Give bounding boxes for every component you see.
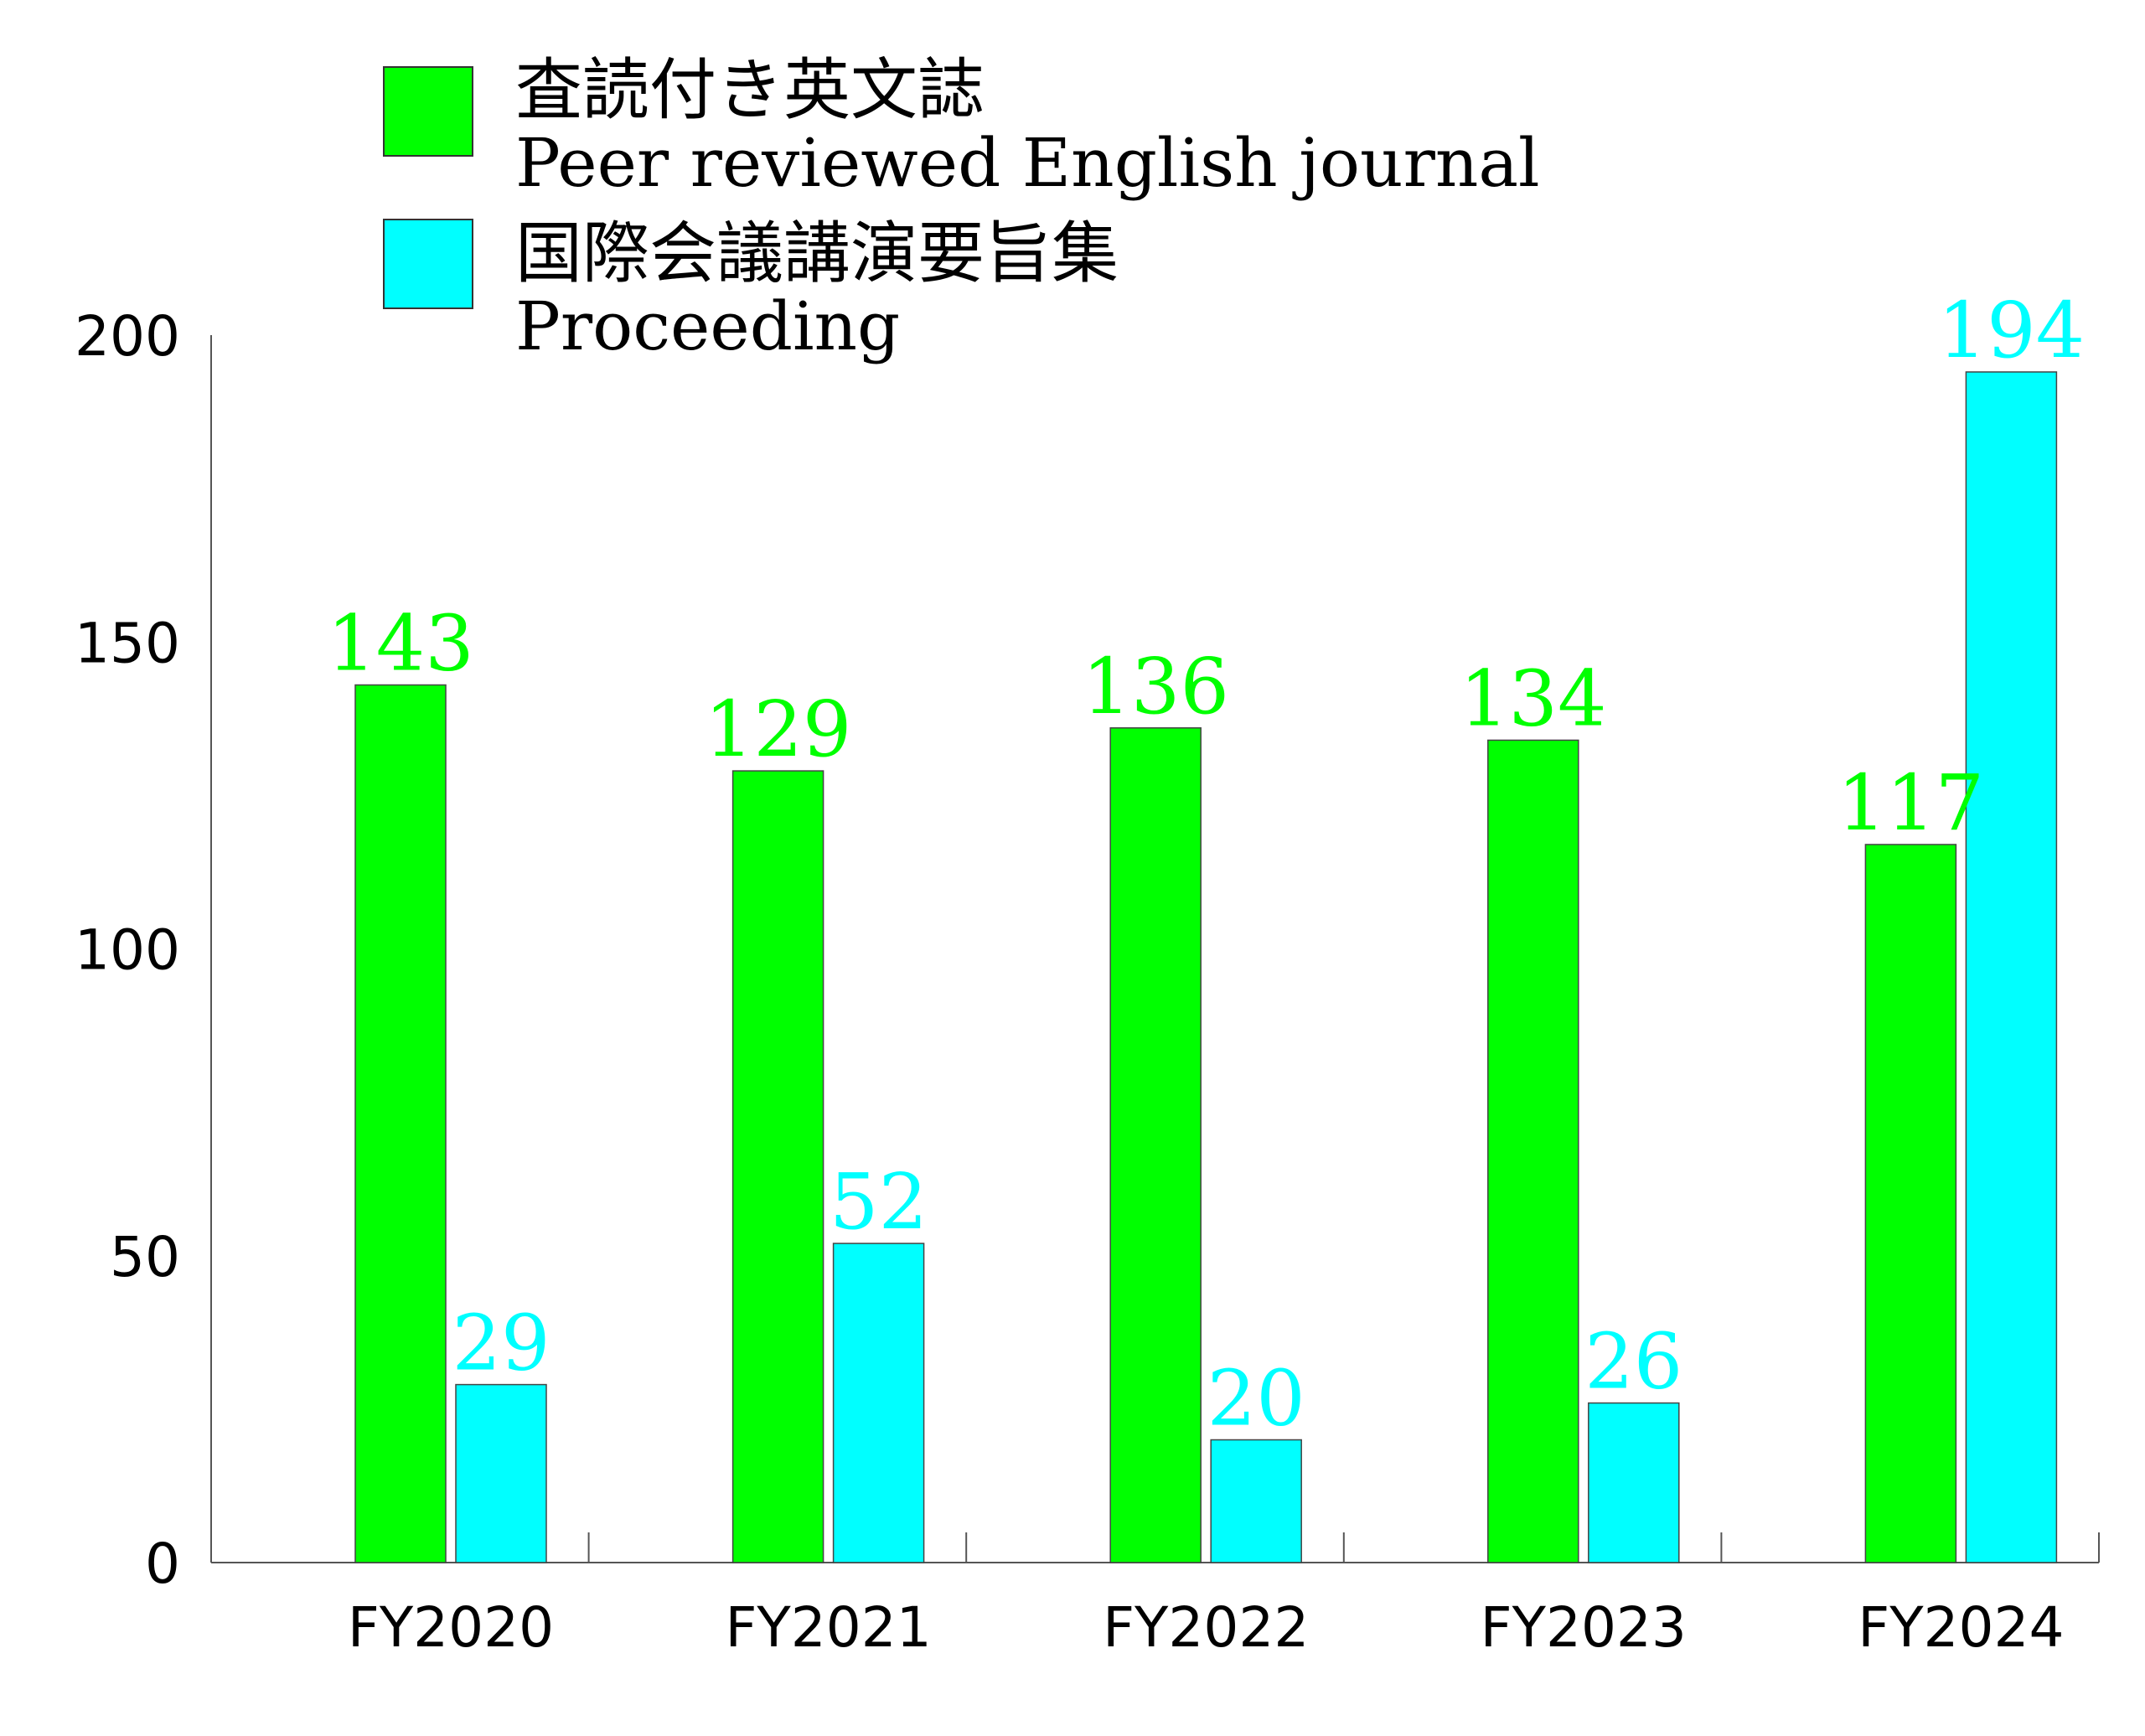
data-label: 134 [1460,654,1607,743]
x-tick-label: FY2024 [1858,1595,2064,1660]
bar-proceeding [832,1243,925,1563]
x-tick-label: FY2020 [348,1595,554,1660]
data-label: 26 [1584,1317,1682,1407]
bars [354,371,2058,1563]
x-axis: FY2020 FY2021 FY2022 FY2023 FY2024 [211,1532,2100,1660]
y-tick-label: 150 [75,611,180,675]
legend-label-en: Peer reviewed English journal [515,124,1540,202]
y-tick-label: 200 [75,304,180,369]
bar-proceeding [1965,371,2058,1563]
y-tick-label: 100 [75,918,180,983]
bar-journal [1109,727,1202,1563]
data-label: 129 [705,685,852,774]
x-tick-label: FY2022 [1103,1595,1309,1660]
x-tick-label: FY2023 [1481,1595,1687,1660]
data-label: 29 [452,1299,550,1388]
data-label: 143 [327,599,474,689]
legend-swatch [383,219,473,309]
data-label: 194 [1938,286,2086,375]
bar-proceeding [1210,1439,1302,1563]
bar-journal [1864,844,1957,1563]
data-label: 52 [830,1157,928,1247]
data-label: 136 [1082,642,1229,731]
bar-proceeding [455,1383,547,1563]
legend-label-en: Proceeding [515,287,900,365]
bar-proceeding [1588,1402,1680,1563]
y-axis: 0 50 100 150 200 [75,304,212,1596]
legend-label-ja: 国際会議講演要旨集 [515,214,1119,292]
data-label: 20 [1207,1354,1305,1444]
legend-label-ja: 査読付き英文誌 [515,51,985,129]
data-labels: 143 129 136 134 117 29 52 20 26 194 [327,286,2085,1444]
x-tick-label: FY2021 [725,1595,931,1660]
y-tick-label: 50 [110,1225,180,1289]
legend-swatch [383,66,473,157]
bar-journal [731,770,824,1563]
data-label: 117 [1837,758,1985,848]
y-tick-label: 0 [145,1532,180,1596]
bar-journal [1487,739,1579,1563]
bar-journal [354,684,447,1563]
